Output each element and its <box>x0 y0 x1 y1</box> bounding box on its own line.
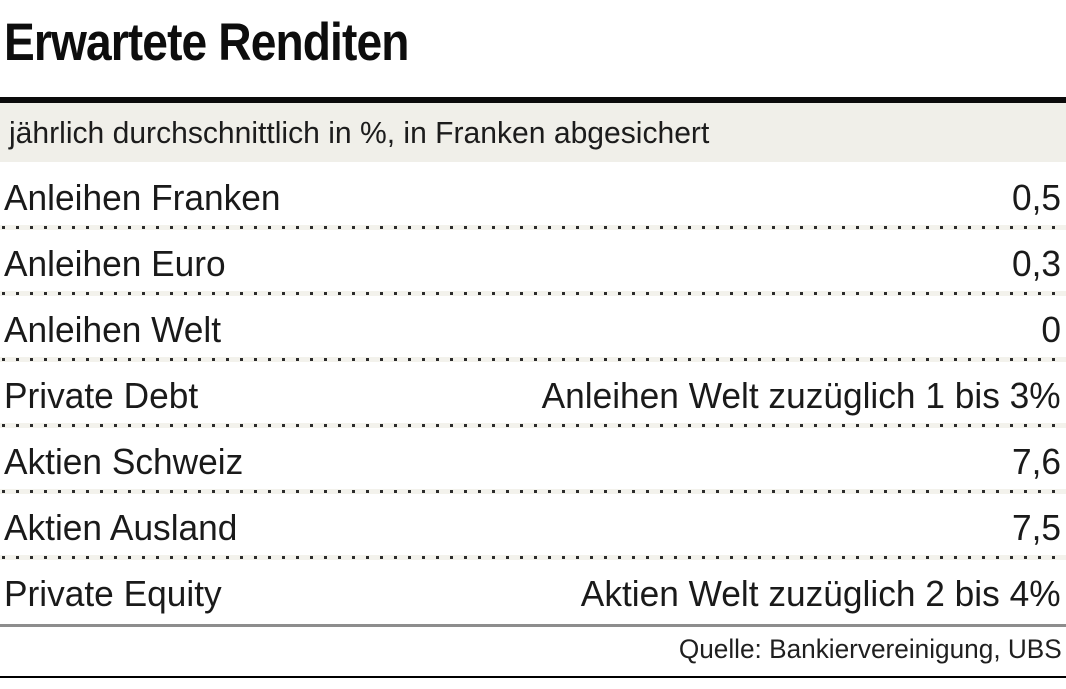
row-label: Anleihen Euro <box>4 243 226 284</box>
row-value: 7,6 <box>1011 441 1061 482</box>
table-row-private-debt: Private Debt Anleihen Welt zuzüglich 1 b… <box>0 360 1066 428</box>
table-row-aktien-ausland: Aktien Ausland 7,5 <box>0 492 1066 560</box>
row-label: Private Debt <box>4 375 199 416</box>
row-value: 7,5 <box>1011 507 1061 548</box>
subtitle-band: jährlich durchschnittlich in %, in Frank… <box>0 103 1066 162</box>
dotted-separator <box>0 555 1066 560</box>
row-label: Private Equity <box>4 573 222 614</box>
table-row-private-equity: Private Equity Aktien Welt zuzüglich 2 b… <box>0 558 1066 624</box>
dotted-separator <box>0 489 1066 494</box>
source-rule <box>0 624 1066 627</box>
row-value: Aktien Welt zuzüglich 2 bis 4% <box>581 573 1061 614</box>
dotted-separator <box>0 291 1066 296</box>
table-row-anleihen-euro: Anleihen Euro 0,3 <box>0 228 1066 296</box>
row-label: Aktien Schweiz <box>4 441 244 482</box>
row-value: 0,5 <box>1011 177 1061 218</box>
row-label: Anleihen Welt <box>4 309 222 350</box>
chart-subtitle: jährlich durchschnittlich in %, in Frank… <box>9 115 710 150</box>
dotted-separator <box>0 423 1066 428</box>
bottom-rule <box>0 676 1066 678</box>
row-label: Aktien Ausland <box>4 507 238 548</box>
table-row-anleihen-franken: Anleihen Franken 0,5 <box>0 162 1066 230</box>
row-value: Anleihen Welt zuzüglich 1 bis 3% <box>541 375 1061 416</box>
row-value: 0 <box>1041 309 1061 350</box>
top-rule <box>0 97 1066 103</box>
table-row-anleihen-welt: Anleihen Welt 0 <box>0 294 1066 362</box>
row-value: 0,3 <box>1011 243 1061 284</box>
source-note: Quelle: Bankiervereinigung, UBS <box>679 634 1062 664</box>
dotted-separator <box>0 225 1066 230</box>
returns-table: Anleihen Franken 0,5 Anleihen Euro 0,3 A… <box>0 162 1066 624</box>
row-label: Anleihen Franken <box>4 177 281 218</box>
dotted-separator <box>0 357 1066 362</box>
table-row-aktien-schweiz: Aktien Schweiz 7,6 <box>0 426 1066 494</box>
page-title: Erwartete Renditen <box>4 13 409 72</box>
